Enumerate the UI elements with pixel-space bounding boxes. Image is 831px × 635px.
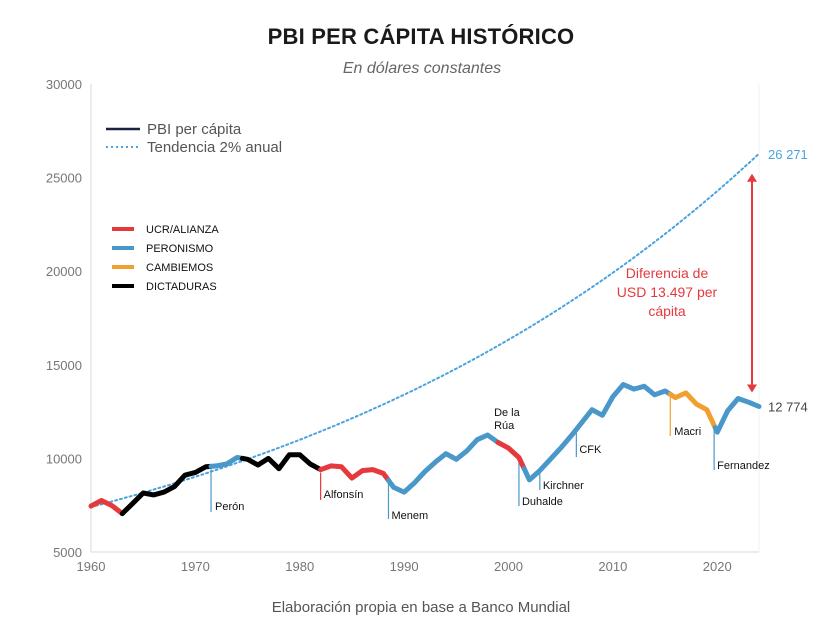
series-segment-peronismo <box>386 432 501 495</box>
y-axis-ticks: 5000 10000 15000 20000 25000 30000 <box>46 77 82 560</box>
legend-label: PBI per cápita <box>147 121 242 138</box>
series-segment-dictaduras <box>239 452 324 473</box>
series-layer <box>88 382 762 517</box>
series-segment-ucr-alianza <box>88 498 125 517</box>
difference-arrow-head-top <box>747 173 757 182</box>
y-tick-label: 30000 <box>46 77 82 92</box>
annotation-label: CFK <box>579 444 602 456</box>
legend-label: Tendencia 2% anual <box>147 139 282 156</box>
chart-caption: Elaboración propia en base a Banco Mundi… <box>272 599 571 616</box>
annotation-label: De la <box>494 407 521 419</box>
x-tick-label: 2020 <box>703 559 732 574</box>
x-tick-label: 1990 <box>390 559 419 574</box>
annotation-label: Fernandez <box>717 460 770 472</box>
series-segment-peronismo <box>712 396 762 435</box>
annotation-label: Menem <box>391 510 428 522</box>
y-tick-label: 10000 <box>46 451 82 466</box>
end-value-label: 26 271 <box>768 147 808 162</box>
party-legend-label: PERONISMO <box>146 243 214 255</box>
chart-subtitle: En dólares constantes <box>343 60 501 77</box>
series-segment-ucr-alianza <box>495 440 527 472</box>
axes <box>90 84 760 553</box>
difference-label: USD 13.497 per <box>617 284 718 300</box>
series-segment-dictaduras <box>119 463 214 517</box>
annotation-label: Macri <box>674 426 701 438</box>
trend-layer <box>90 152 760 509</box>
chart-title: PBI PER CÁPITA HISTÓRICO <box>268 24 575 49</box>
annotation-label: Rúa <box>494 420 515 432</box>
series-segment-cambiemos <box>667 390 718 431</box>
annotation-label: Kirchner <box>543 480 584 492</box>
difference-layer: Diferencia de USD 13.497 per cápita <box>617 173 757 393</box>
y-tick-label: 5000 <box>53 545 82 560</box>
difference-label: Diferencia de <box>626 265 709 281</box>
series-segment-ucr-alianza <box>318 463 391 483</box>
party-legend-label: CAMBIEMOS <box>146 262 213 274</box>
x-axis-ticks: 1960 1970 1980 1990 2000 2010 2020 <box>77 559 732 574</box>
x-tick-label: 1960 <box>77 559 106 574</box>
x-tick-label: 1970 <box>181 559 210 574</box>
series-segment-peronismo <box>521 382 673 483</box>
difference-arrow-head-bottom <box>747 384 757 393</box>
annotation-label: Perón <box>215 501 244 513</box>
x-tick-label: 2010 <box>598 559 627 574</box>
party-legend-label: DICTADURAS <box>146 281 217 293</box>
party-legend-label: UCR/ALIANZA <box>146 224 219 236</box>
annotation-label: Alfonsín <box>324 489 364 501</box>
y-tick-label: 15000 <box>46 358 82 373</box>
difference-label: cápita <box>648 303 686 319</box>
end-value-label: 12 774 <box>768 399 808 414</box>
trend-line <box>90 152 760 509</box>
series-segment-peronismo <box>208 455 245 469</box>
y-tick-label: 20000 <box>46 264 82 279</box>
annotation-label: Duhalde <box>522 496 563 508</box>
end-labels: 26 271 12 774 <box>768 147 808 415</box>
x-tick-label: 1980 <box>285 559 314 574</box>
x-tick-label: 2000 <box>494 559 523 574</box>
party-legend: UCR/ALIANZA PERONISMO CAMBIEMOS DICTADURAS <box>112 224 219 293</box>
y-tick-label: 25000 <box>46 171 82 186</box>
